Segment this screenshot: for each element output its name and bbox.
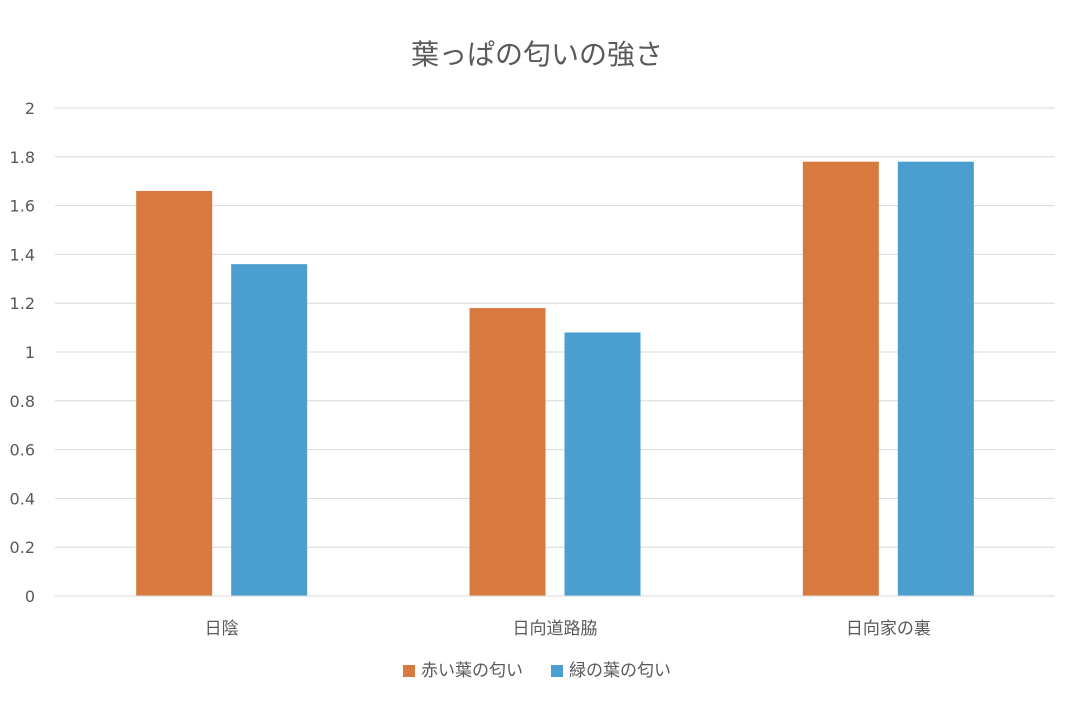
gridlines (55, 107, 1055, 548)
y-tick-label: 1.4 (10, 245, 35, 264)
legend-item: 緑の葉の匂い (551, 661, 671, 681)
y-tick-label: 0.2 (10, 538, 35, 557)
bar (231, 264, 308, 596)
x-category-label: 日陰 (205, 619, 239, 639)
y-tick-label: 1.6 (10, 197, 35, 216)
x-category-label: 日向道路脇 (513, 619, 598, 639)
legend-item: 赤い葉の匂い (403, 661, 523, 681)
y-axis-ticks: 0 0.2 0.4 0.6 0.8 1 1.2 1.4 1.6 1.8 2 (10, 99, 35, 606)
y-tick-label: 0.4 (10, 489, 35, 508)
legend-swatch (551, 665, 563, 677)
category-labels: 日陰 日向道路脇 日向家の裏 (205, 618, 931, 639)
y-tick-label: 0.8 (10, 392, 35, 411)
chart-title: 葉っぱの匂いの強さ (411, 38, 663, 71)
bars (136, 161, 974, 596)
bar (136, 190, 213, 596)
legend-label: 緑の葉の匂い (569, 661, 671, 681)
bar (564, 332, 641, 596)
legend: 赤い葉の匂い 緑の葉の匂い (403, 661, 671, 681)
y-tick-label: 1 (25, 343, 35, 362)
legend-label: 赤い葉の匂い (421, 661, 523, 681)
bar (897, 161, 974, 596)
y-tick-label: 0.6 (10, 441, 35, 460)
y-tick-label: 1.2 (10, 294, 35, 313)
legend-swatch (403, 665, 415, 677)
bar (802, 161, 879, 596)
y-tick-label: 0 (25, 587, 35, 606)
y-tick-label: 2 (25, 99, 35, 118)
y-tick-label: 1.8 (10, 148, 35, 167)
bar (469, 308, 546, 596)
x-category-label: 日向家の裏 (846, 618, 931, 639)
